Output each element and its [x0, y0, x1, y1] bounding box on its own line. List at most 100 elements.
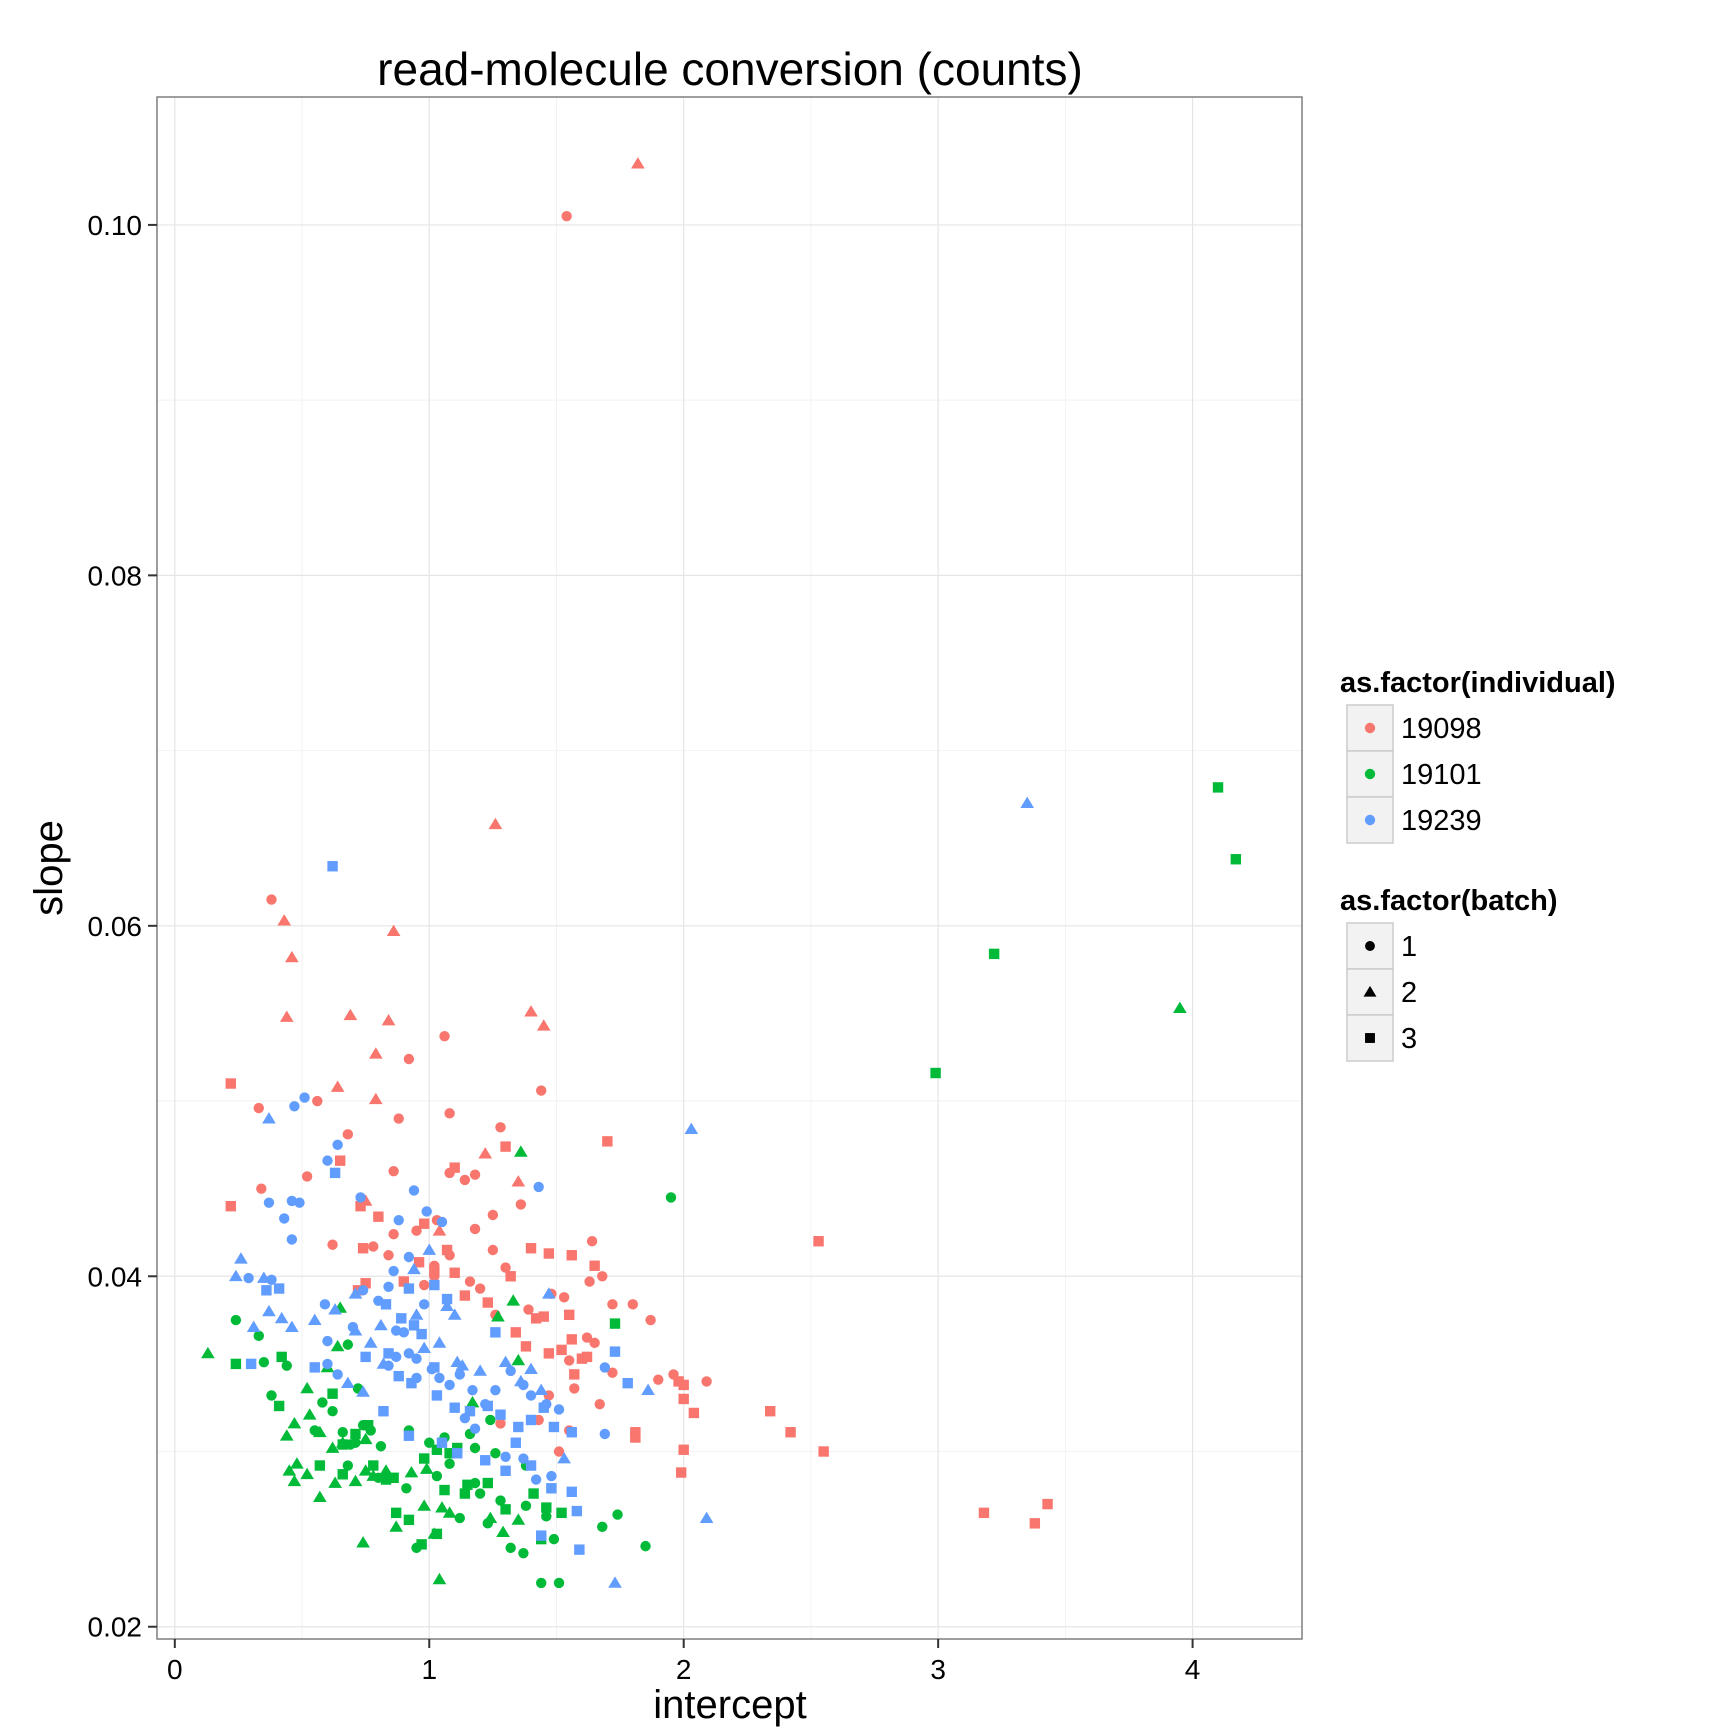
y-axis-title: slope — [27, 820, 71, 916]
data-point — [309, 1362, 320, 1373]
series-19239-batch-2 — [229, 796, 1035, 1588]
data-point — [488, 817, 503, 830]
data-point — [289, 1101, 300, 1112]
data-point — [496, 1525, 510, 1537]
data-point — [641, 1383, 655, 1396]
data-point — [515, 1199, 527, 1210]
data-point — [571, 1505, 583, 1517]
data-point — [459, 1174, 471, 1186]
data-point — [511, 1353, 526, 1366]
data-point — [510, 1327, 521, 1338]
data-point — [366, 1469, 381, 1481]
data-point — [506, 1294, 521, 1306]
plot-panel-border — [156, 96, 1303, 1640]
data-point — [388, 1265, 399, 1277]
data-point — [530, 1313, 542, 1324]
data-point — [229, 1269, 243, 1282]
data-point — [566, 1427, 577, 1438]
data-point — [328, 1476, 342, 1488]
data-point — [514, 1145, 528, 1157]
data-point — [432, 1224, 447, 1236]
y-tick-label: 0.08 — [88, 560, 143, 591]
data-point — [383, 1250, 394, 1261]
data-point — [436, 1437, 448, 1448]
data-point — [360, 1351, 371, 1363]
x-tick-label: 4 — [1185, 1654, 1201, 1685]
data-point — [355, 1192, 366, 1203]
data-point — [258, 1356, 270, 1368]
chart-title: read-molecule conversion (counts) — [377, 43, 1083, 95]
data-point — [419, 1462, 434, 1474]
legend-batch: as.factor(batch) 1 2 3 — [1340, 885, 1558, 1062]
data-point — [454, 1369, 465, 1380]
data-point — [286, 1234, 298, 1245]
data-point — [813, 1236, 824, 1247]
y-tick-label: 0.02 — [88, 1612, 143, 1643]
data-point — [480, 1455, 491, 1466]
data-point — [542, 1287, 556, 1299]
data-point — [818, 1446, 829, 1457]
data-point — [431, 1444, 443, 1455]
data-point — [403, 1430, 415, 1441]
data-point — [356, 1385, 370, 1397]
data-point — [1230, 854, 1242, 865]
data-point — [348, 1474, 363, 1487]
data-point — [322, 1335, 333, 1347]
data-point — [335, 1155, 346, 1166]
legend-shape-swatch — [1365, 941, 1375, 951]
data-point — [630, 1427, 641, 1438]
data-point — [350, 1437, 361, 1448]
data-point — [474, 1283, 486, 1294]
data-point — [246, 1320, 261, 1332]
data-point — [498, 1355, 513, 1368]
data-point — [528, 1488, 539, 1499]
data-point — [520, 1341, 532, 1352]
data-point — [469, 1223, 481, 1235]
data-point — [569, 1383, 580, 1394]
data-point — [263, 1197, 275, 1208]
data-point — [279, 1429, 294, 1441]
data-point — [1173, 1001, 1187, 1014]
data-point — [409, 1308, 424, 1320]
data-point — [520, 1500, 532, 1512]
data-point — [245, 1358, 257, 1370]
data-point — [1212, 782, 1224, 793]
data-point — [313, 1425, 327, 1438]
data-point — [389, 1520, 404, 1532]
data-point — [524, 1362, 538, 1375]
data-point — [253, 1330, 264, 1342]
data-point — [566, 1486, 577, 1498]
data-point — [327, 1239, 338, 1250]
data-point — [355, 1200, 366, 1212]
data-point — [541, 1511, 552, 1522]
data-point — [525, 1460, 537, 1471]
data-point — [314, 1460, 326, 1471]
data-point — [368, 1460, 379, 1471]
data-point — [360, 1278, 371, 1289]
data-point — [380, 1299, 392, 1310]
data-point — [469, 1442, 481, 1454]
data-point — [429, 1362, 440, 1373]
data-point — [495, 1495, 506, 1506]
data-point — [348, 1324, 363, 1336]
data-point — [390, 1507, 402, 1519]
data-point — [388, 1165, 399, 1177]
data-point — [536, 1019, 551, 1031]
gridlines — [157, 97, 1302, 1639]
data-point — [688, 1407, 700, 1419]
data-point — [464, 1276, 476, 1287]
data-point — [327, 1388, 338, 1399]
data-point — [930, 1067, 941, 1079]
data-point — [276, 1351, 287, 1363]
data-point — [469, 1423, 481, 1434]
data-point — [429, 1279, 440, 1291]
data-point — [500, 1141, 511, 1152]
data-points — [201, 157, 1242, 1589]
data-point — [444, 1379, 455, 1391]
data-point — [332, 1369, 343, 1380]
data-point — [436, 1216, 448, 1228]
data-point — [609, 1318, 621, 1329]
data-point — [473, 1364, 487, 1376]
data-point — [449, 1162, 460, 1173]
